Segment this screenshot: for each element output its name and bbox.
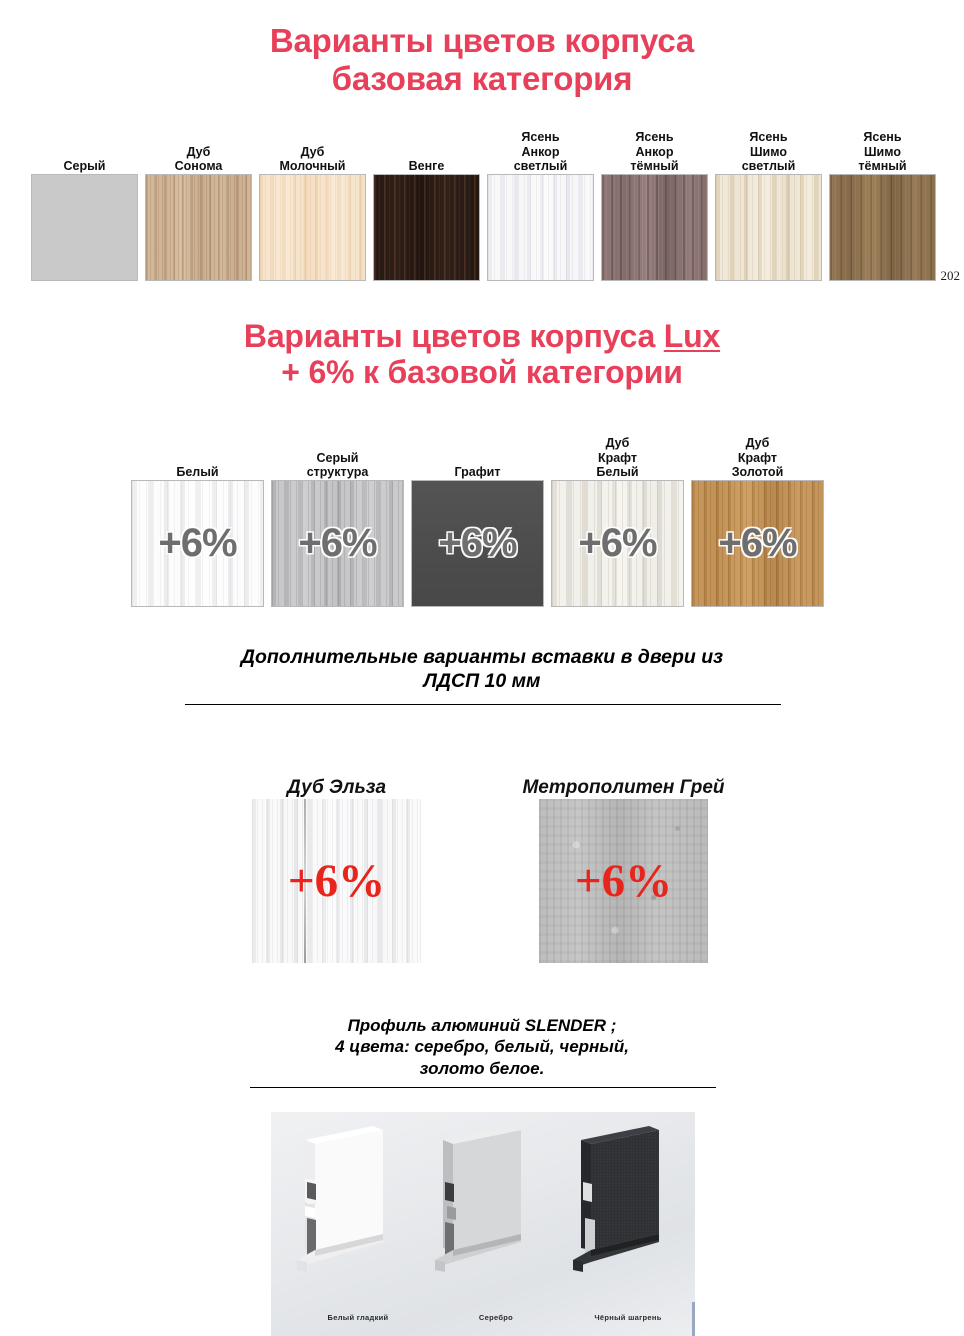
base-color-swatch-row: Серый Дуб Сонома Дуб Молочный Венге Ясен… [31,124,936,281]
swatch-label: Графит [454,465,501,480]
aluminium-profile-photo: Белый гладкий Серебро Чёрный шагрень [271,1112,695,1336]
swatch-ash-shimo-dark[interactable]: Ясень Шимо тёмный [829,124,936,281]
page-title-lux-line2: + 6% к базовой категории [281,354,683,391]
swatch-texture [252,799,421,963]
swatch-texture [602,175,707,280]
swatch-graphite[interactable]: Графит +6% [411,428,544,607]
swatch-tile[interactable] [145,174,252,281]
swatch-label: Дуб Крафт Белый [596,435,639,480]
insert-swatch-row: Дуб Эльза +6% Метрополитен Грей +6% [252,755,725,963]
swatch-grey[interactable]: Серый [31,124,138,281]
page-title-base-line1: Варианты цветов корпуса [269,22,695,59]
page-title-lux-keyword: Lux [663,318,721,354]
swatch-tile[interactable] [601,174,708,281]
swatch-label: Дуб Сонома [174,144,223,174]
swatch-grey-structure[interactable]: Серый структура +6% [271,428,404,607]
surcharge-badge: +6% [718,521,797,565]
page-title-base: Варианты цветов корпуса базовая категори… [0,22,964,97]
swatch-label: Дуб Эльза [286,776,387,798]
page-title-lux-prefix: Варианты цветов корпуса [243,318,664,354]
swatch-tile[interactable] [259,174,366,281]
swatch-texture [552,481,683,606]
swatch-tile[interactable] [373,174,480,281]
swatch-ash-ankor-light[interactable]: Ясень Анкор светлый [487,124,594,281]
surcharge-badge: +6% [158,521,237,565]
swatch-texture [260,175,365,280]
swatch-texture [132,481,263,606]
watermark-year: 202 [940,268,961,283]
swatch-ash-ankor-dark[interactable]: Ясень Анкор тёмный [601,124,708,281]
swatch-oak-kraft-gold[interactable]: Дуб Крафт Золотой +6% [691,428,824,607]
swatch-texture [488,175,593,280]
swatch-texture [146,175,251,280]
page-title-base-line2: базовая категория [331,59,633,97]
profile-caption: Серебро [478,1313,514,1322]
swatch-tile[interactable]: +6% [131,480,264,607]
swatch-oak-sonoma[interactable]: Дуб Сонома [145,124,252,281]
surcharge-badge: +6% [438,521,517,565]
swatch-oak-elza[interactable]: Дуб Эльза +6% [252,755,421,963]
swatch-white[interactable]: Белый +6% [131,428,264,607]
swatch-tile[interactable] [715,174,822,281]
swatch-oak-milky[interactable]: Дуб Молочный [259,124,366,281]
section-divider-1 [185,704,781,705]
swatch-label: Ясень Шимо светлый [741,129,796,174]
swatch-label: Серый [63,159,106,174]
swatch-metropolitan-grey[interactable]: Метрополитен Грей +6% [522,755,725,963]
profile-black-textured-icon [561,1122,681,1292]
swatch-texture [412,481,543,606]
swatch-texture [539,799,708,963]
profile-silver-icon [423,1122,543,1292]
swatch-tile[interactable]: +6% [551,480,684,607]
swatch-wenge[interactable]: Венге [373,124,480,281]
swatch-tile[interactable] [829,174,936,281]
swatch-label: Дуб Крафт Золотой [731,435,784,480]
swatch-tile[interactable]: +6% [411,480,544,607]
insert-section-heading: Дополнительные варианты вставки в двери … [240,646,724,693]
swatch-label: Серый структура [306,450,369,480]
profile-caption: Белый гладкий [327,1313,389,1322]
swatch-texture [374,175,479,280]
page-title-lux: Варианты цветов корпуса Lux + 6% к базов… [0,318,964,391]
surcharge-badge: +6% [578,521,657,565]
surcharge-badge: +6% [287,855,386,907]
profile-caption: Чёрный шагрень [594,1313,662,1322]
swatch-label: Ясень Анкор тёмный [630,129,679,174]
lux-color-swatch-row: Белый +6% Серый структура +6% Графит +6%… [131,428,824,607]
swatch-texture [830,175,935,280]
surcharge-badge: +6% [574,855,673,907]
swatch-texture [716,175,821,280]
swatch-label: Дуб Молочный [279,144,346,174]
swatch-tile[interactable]: +6% [271,480,404,607]
swatch-texture [272,481,403,606]
photo-edge-artifact [692,1302,695,1336]
swatch-tile[interactable]: +6% [539,799,708,963]
swatch-label: Венге [408,159,445,174]
surcharge-badge: +6% [298,521,377,565]
swatch-tile[interactable] [487,174,594,281]
swatch-tile[interactable]: +6% [252,799,421,963]
profile-section-heading: Профиль алюминий SLENDER ; 4 цвета: сере… [335,1016,629,1078]
swatch-tile[interactable]: +6% [691,480,824,607]
swatch-label: Метрополитен Грей [522,776,725,798]
swatch-label: Ясень Анкор светлый [513,129,568,174]
swatch-ash-shimo-light[interactable]: Ясень Шимо светлый [715,124,822,281]
section-divider-2 [250,1087,716,1088]
swatch-texture [32,175,137,280]
swatch-oak-kraft-white[interactable]: Дуб Крафт Белый +6% [551,428,684,607]
swatch-label: Ясень Шимо тёмный [858,129,907,174]
swatch-tile[interactable] [31,174,138,281]
profile-white-smooth-icon [285,1122,405,1292]
page-title-lux-line1: Варианты цветов корпуса Lux [0,318,964,354]
swatch-texture [692,481,823,606]
swatch-label: Белый [176,465,219,480]
